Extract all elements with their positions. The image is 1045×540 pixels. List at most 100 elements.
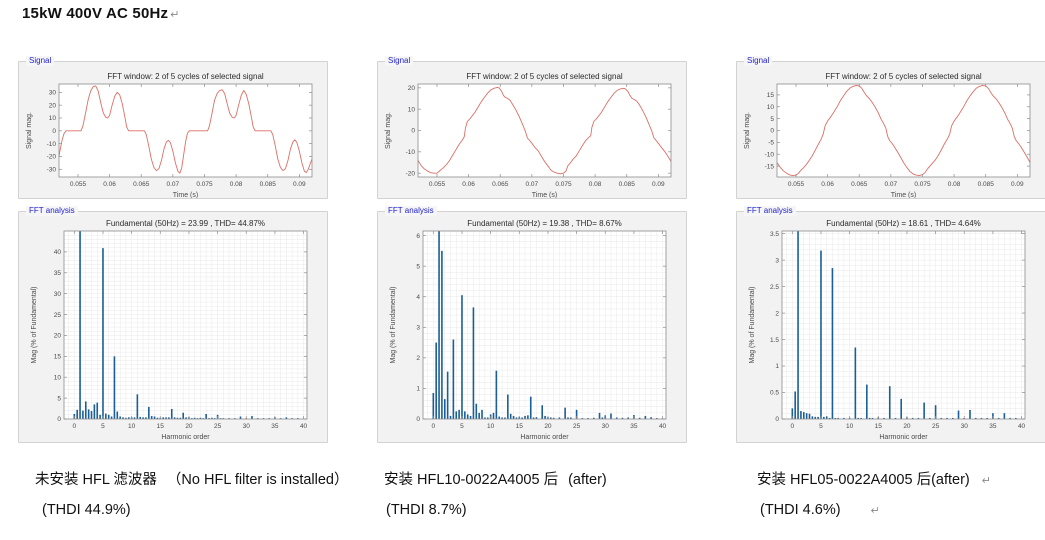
svg-text:FFT window: 2 of 5 cycles of s: FFT window: 2 of 5 cycles of selected si…: [466, 72, 623, 81]
svg-text:Time (s): Time (s): [891, 192, 916, 198]
svg-text:0: 0: [791, 423, 795, 430]
svg-text:5: 5: [770, 116, 774, 123]
svg-text:0.065: 0.065: [492, 181, 509, 188]
svg-text:20: 20: [903, 423, 911, 430]
svg-text:0.08: 0.08: [948, 181, 961, 188]
thdi-value: (THDI 44.9%): [42, 502, 131, 518]
svg-text:1: 1: [775, 363, 779, 370]
fft-chart-1: 0 5 10 15 20 25 30 35 40 0 5 10 15 20 25 30 35 40 Fundamen…: [31, 219, 308, 441]
svg-text:0.06: 0.06: [821, 181, 834, 188]
page-title-text: 15kW 400V AC 50Hz: [22, 5, 169, 22]
svg-text:10: 10: [408, 106, 416, 113]
svg-text:0: 0: [432, 423, 436, 430]
svg-text:20: 20: [408, 85, 416, 92]
svg-text:-20: -20: [406, 170, 416, 177]
svg-text:0.07: 0.07: [885, 181, 898, 188]
svg-text:35: 35: [54, 270, 62, 277]
svg-text:-10: -10: [765, 151, 775, 158]
svg-text:0: 0: [770, 128, 774, 135]
svg-text:10: 10: [767, 104, 775, 111]
paragraph-return-icon: ↵: [170, 9, 180, 21]
svg-text:0.055: 0.055: [429, 181, 446, 188]
column-hfl10: Signal 0.055 0.06 0.065 0.07 0.075 0.08 0.085 0…: [377, 0, 687, 540]
svg-text:20: 20: [544, 423, 552, 430]
svg-text:15: 15: [516, 423, 524, 430]
svg-text:0.09: 0.09: [293, 181, 306, 188]
caption-paren: (after): [568, 472, 607, 488]
svg-text:2.5: 2.5: [770, 284, 779, 291]
caption-main: 安装 HFL10-0022A4005 后: [384, 472, 559, 488]
svg-text:25: 25: [54, 312, 62, 319]
svg-text:30: 30: [54, 291, 62, 298]
svg-text:20: 20: [54, 333, 62, 340]
signal-chart-2: 0.055 0.06 0.065 0.07 0.075 0.08 0.085 0.09 -20 -…: [385, 72, 672, 198]
signal-panel-label: Signal: [385, 56, 414, 66]
fft-panel-label: FFT analysis: [744, 206, 796, 216]
svg-text:-10: -10: [47, 141, 57, 148]
svg-text:FFT window: 2 of 5 cycles of s: FFT window: 2 of 5 cycles of selected si…: [107, 72, 264, 81]
svg-text:10: 10: [487, 423, 495, 430]
caption-thdi: (THDI 44.9%): [42, 502, 161, 518]
svg-text:0.09: 0.09: [652, 181, 665, 188]
svg-text:3: 3: [416, 324, 420, 331]
signal-chart-1: 0.055 0.06 0.065 0.07 0.075 0.08 0.085 0.09 -30 -…: [26, 72, 313, 198]
svg-text:Fundamental (50Hz) = 18.61 , T: Fundamental (50Hz) = 18.61 , THD= 4.64%: [826, 219, 981, 228]
svg-text:-30: -30: [47, 167, 57, 174]
svg-text:15: 15: [875, 423, 883, 430]
svg-text:0.07: 0.07: [526, 181, 539, 188]
svg-text:2: 2: [775, 310, 779, 317]
caption-line1: 安装 HFL05-0022A4005 后(after) ↵: [757, 468, 991, 489]
svg-text:Mag (% of Fundamental): Mag (% of Fundamental): [749, 286, 756, 363]
caption-line1: 未安装 HFL 滤波器 （No HFL filter is installed）: [35, 468, 351, 489]
svg-text:0.5: 0.5: [770, 390, 779, 397]
svg-text:Harmonic order: Harmonic order: [879, 434, 928, 441]
svg-text:5: 5: [819, 423, 823, 430]
svg-text:30: 30: [602, 423, 610, 430]
svg-text:Harmonic order: Harmonic order: [520, 434, 569, 441]
svg-text:0.055: 0.055: [70, 181, 87, 188]
svg-text:40: 40: [300, 423, 308, 430]
svg-text:0: 0: [416, 416, 420, 423]
svg-text:20: 20: [49, 102, 57, 109]
svg-text:5: 5: [460, 423, 464, 430]
svg-text:Signal mag.: Signal mag.: [385, 112, 392, 149]
paragraph-return-icon: ↵: [981, 475, 991, 487]
svg-text:0.075: 0.075: [196, 181, 213, 188]
paragraph-return-icon: ↵: [870, 505, 880, 517]
svg-text:Time (s): Time (s): [532, 192, 557, 198]
signal-panel-3: Signal 0.055 0.06 0.065 0.07 0.075 0.08 0.085 0…: [736, 56, 1045, 199]
signal-panel-1: Signal 0.055 0.06 0.065 0.07 0.075 0.08 0.085 0…: [18, 56, 328, 199]
svg-text:-5: -5: [768, 140, 774, 147]
svg-text:3: 3: [775, 257, 779, 264]
svg-text:15: 15: [54, 354, 62, 361]
svg-text:0.06: 0.06: [462, 181, 475, 188]
signal-panel-label: Signal: [744, 56, 773, 66]
svg-text:6: 6: [416, 233, 420, 240]
svg-text:0.085: 0.085: [619, 181, 636, 188]
page-title: 15kW 400V AC 50Hz ↵: [22, 5, 180, 22]
svg-text:0.06: 0.06: [103, 181, 116, 188]
svg-text:Signal mag.: Signal mag.: [744, 112, 751, 149]
fft-chart-2: 0 5 10 15 20 25 30 35 40 0 1 2 3 4 5 6 Fundamental (50Hz…: [390, 219, 667, 441]
thdi-value: (THDI 4.6%): [760, 502, 841, 518]
svg-text:Harmonic order: Harmonic order: [161, 434, 210, 441]
thdi-value: (THDI 8.7%): [386, 502, 467, 518]
svg-text:25: 25: [932, 423, 940, 430]
svg-text:15: 15: [767, 92, 775, 99]
column-hfl05: Signal 0.055 0.06 0.065 0.07 0.075 0.08 0.085 0…: [736, 0, 1045, 540]
signal-panel-2: Signal 0.055 0.06 0.065 0.07 0.075 0.08 0.085 0…: [377, 56, 687, 199]
svg-text:15: 15: [157, 423, 165, 430]
svg-text:Mag (% of Fundamental): Mag (% of Fundamental): [31, 286, 38, 363]
svg-text:0.07: 0.07: [167, 181, 180, 188]
svg-text:5: 5: [101, 423, 105, 430]
svg-text:0: 0: [52, 128, 56, 135]
svg-text:0.065: 0.065: [851, 181, 868, 188]
fft-panel-1: FFT analysis 0 5 10 15 20 25 30 35 40 0 5 10 15 20 25 3…: [18, 206, 328, 443]
svg-text:Signal mag.: Signal mag.: [26, 112, 33, 149]
svg-text:25: 25: [573, 423, 581, 430]
svg-text:10: 10: [54, 374, 62, 381]
svg-text:0: 0: [73, 423, 77, 430]
svg-text:0.075: 0.075: [914, 181, 931, 188]
svg-text:40: 40: [54, 249, 62, 256]
svg-text:35: 35: [630, 423, 638, 430]
